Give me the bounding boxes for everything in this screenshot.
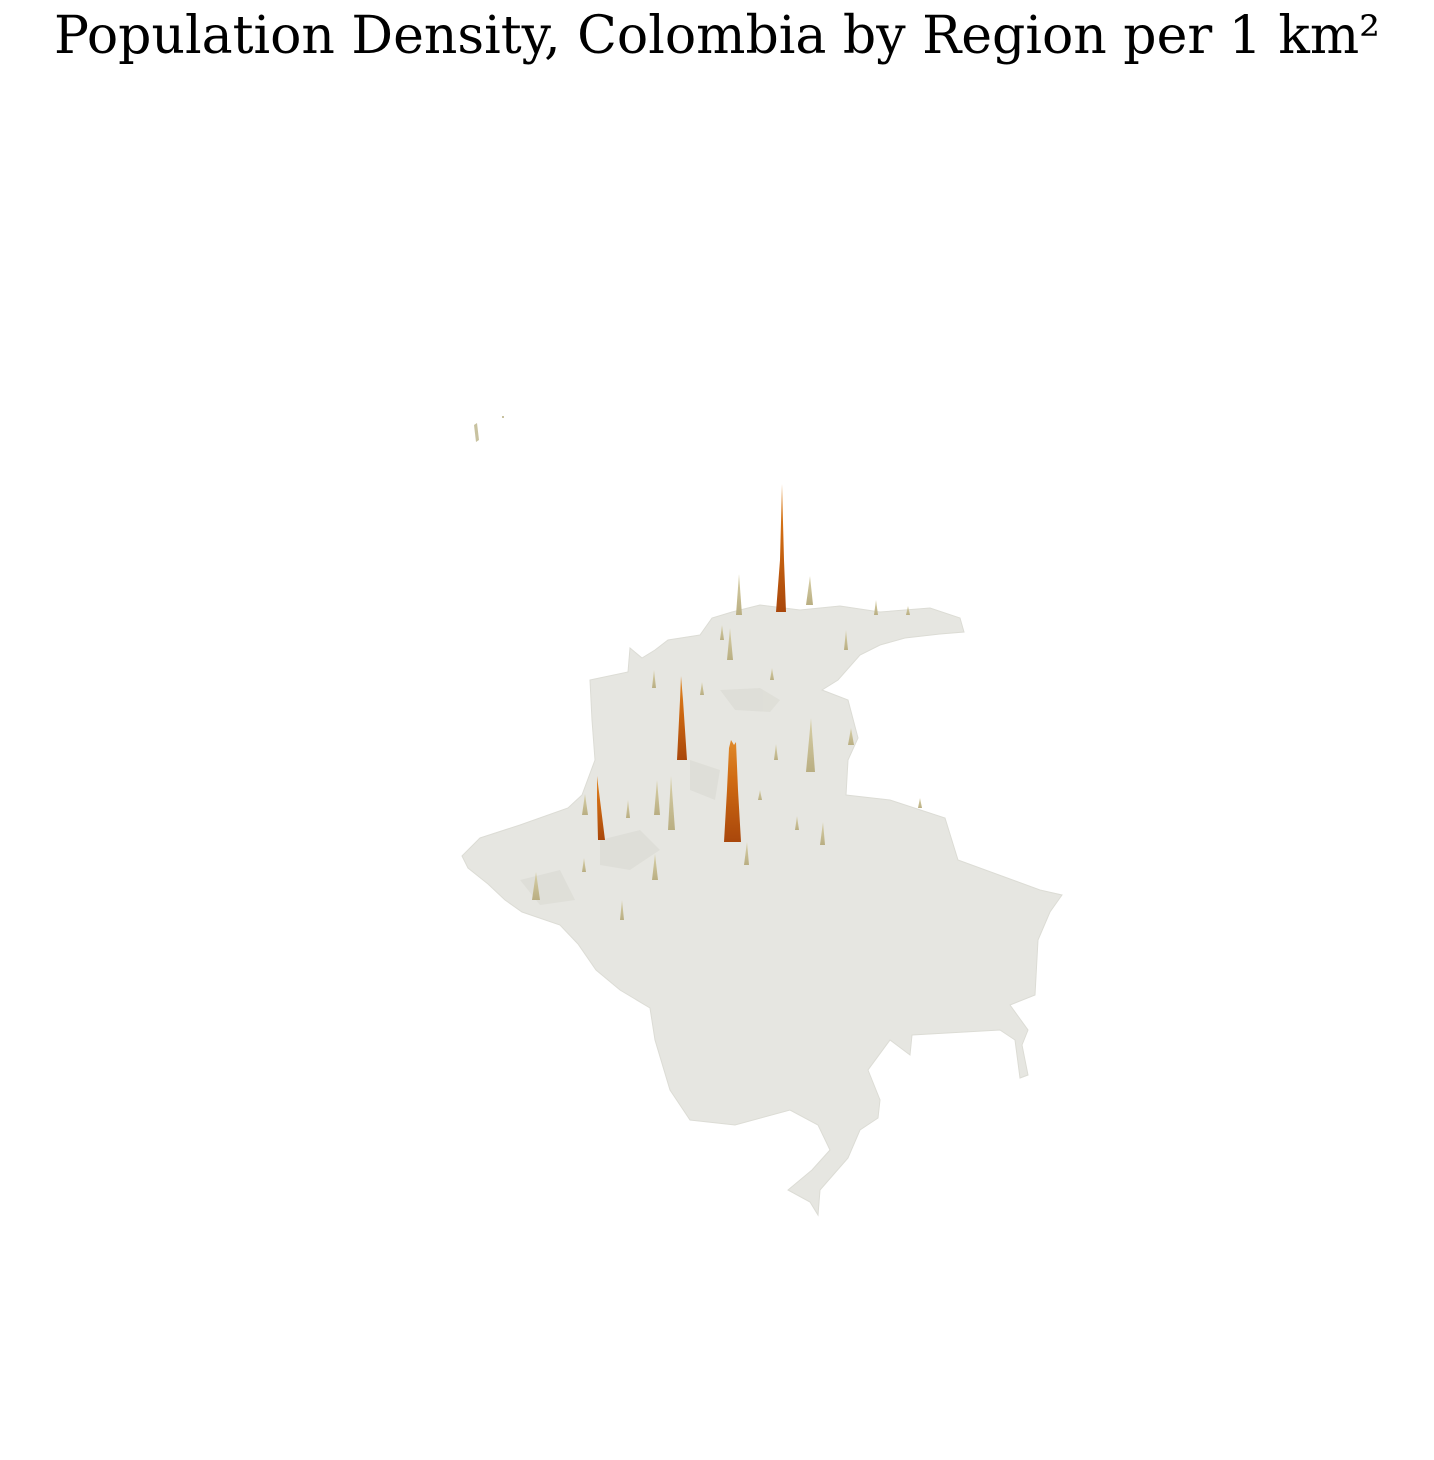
spike-barranquilla	[776, 484, 786, 612]
island-san-andres	[474, 423, 479, 442]
island-providencia	[502, 416, 504, 418]
